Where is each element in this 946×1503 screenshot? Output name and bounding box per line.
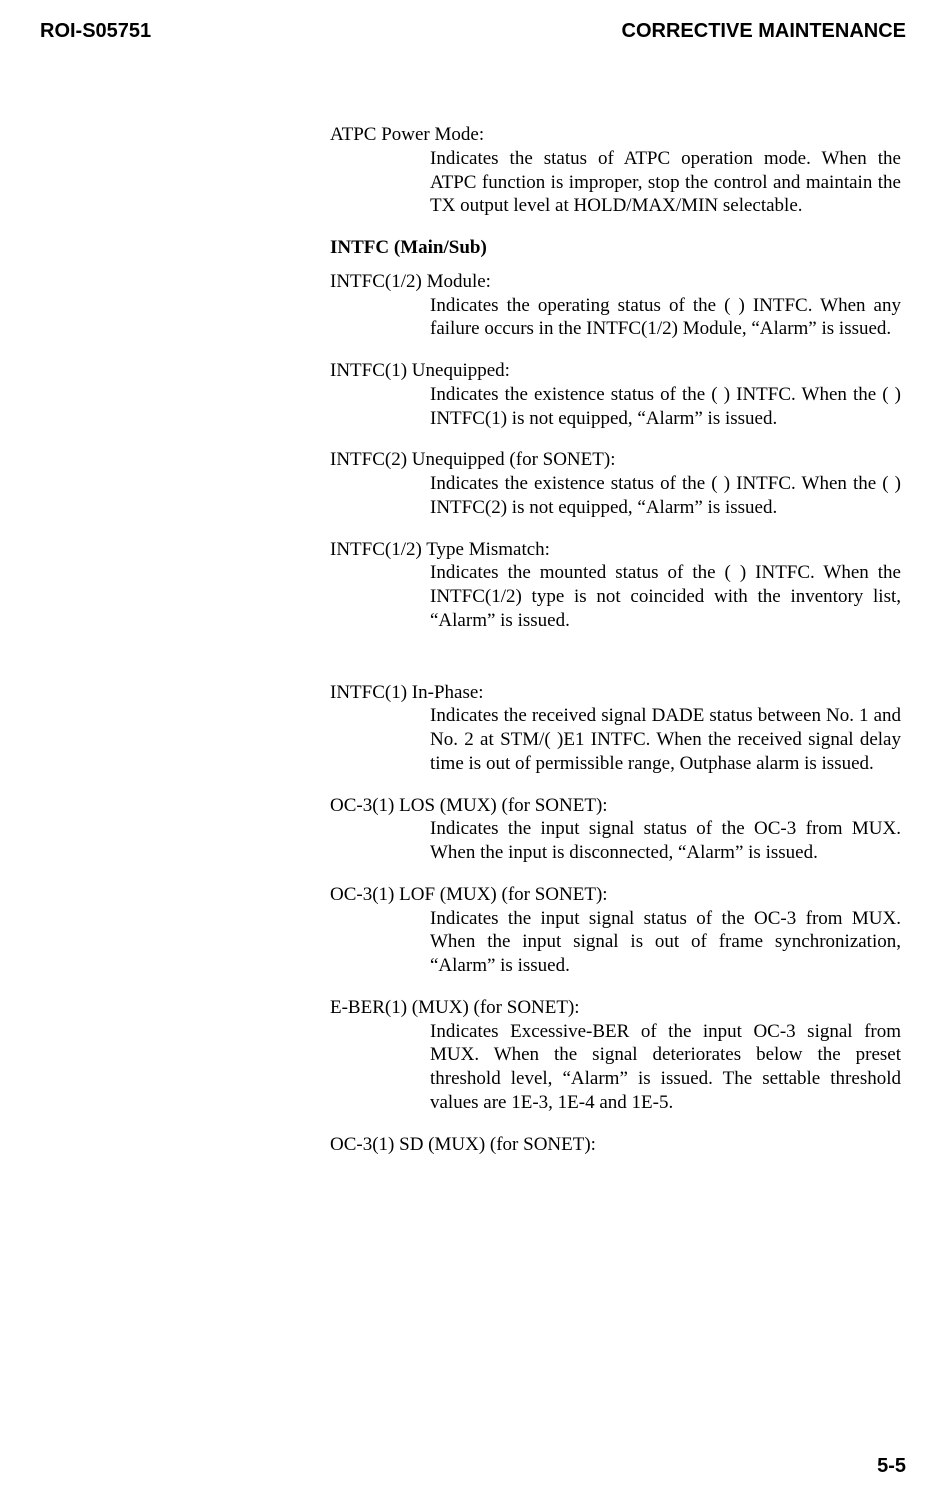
definition-term: E-BER(1) (MUX) (for SONET): (330, 996, 901, 1020)
page-header: ROI-S05751 CORRECTIVE MAINTENANCE (40, 20, 906, 43)
definition-term: OC-3(1) LOF (MUX) (for SONET): (330, 883, 901, 907)
definition-description: Indicates the input signal status of the… (430, 817, 901, 865)
definition-description: Indicates the operating status of the ( … (430, 294, 901, 342)
section-heading: INTFC (Main/Sub) (330, 236, 901, 260)
definition-description: Indicates the received signal DADE statu… (430, 704, 901, 775)
definition-description: Indicates Excessive-BER of the input OC-… (430, 1020, 901, 1115)
page: ROI-S05751 CORRECTIVE MAINTENANCE ATPC P… (0, 0, 946, 1503)
definition-term: ATPC Power Mode: (330, 123, 901, 147)
header-left: ROI-S05751 (40, 20, 151, 43)
definition-term: OC-3(1) LOS (MUX) (for SONET): (330, 794, 901, 818)
content-body: ATPC Power Mode:Indicates the status of … (330, 123, 901, 1156)
header-right: CORRECTIVE MAINTENANCE (622, 20, 906, 43)
definition-term: INTFC(1) Unequipped: (330, 359, 901, 383)
page-number: 5-5 (877, 1455, 906, 1478)
definition-term: INTFC(1) In-Phase: (330, 681, 901, 705)
definition-description: Indicates the existence status of the ( … (430, 472, 901, 520)
section-gap (330, 651, 901, 673)
definition-term: INTFC(2) Unequipped (for SONET): (330, 448, 901, 472)
definition-term: INTFC(1/2) Module: (330, 270, 901, 294)
definition-term: OC-3(1) SD (MUX) (for SONET): (330, 1133, 901, 1157)
definition-description: Indicates the status of ATPC operation m… (430, 147, 901, 218)
definition-term: INTFC(1/2) Type Mismatch: (330, 538, 901, 562)
definition-description: Indicates the input signal status of the… (430, 907, 901, 978)
definition-description: Indicates the mounted status of the ( ) … (430, 561, 901, 632)
definition-description: Indicates the existence status of the ( … (430, 383, 901, 431)
